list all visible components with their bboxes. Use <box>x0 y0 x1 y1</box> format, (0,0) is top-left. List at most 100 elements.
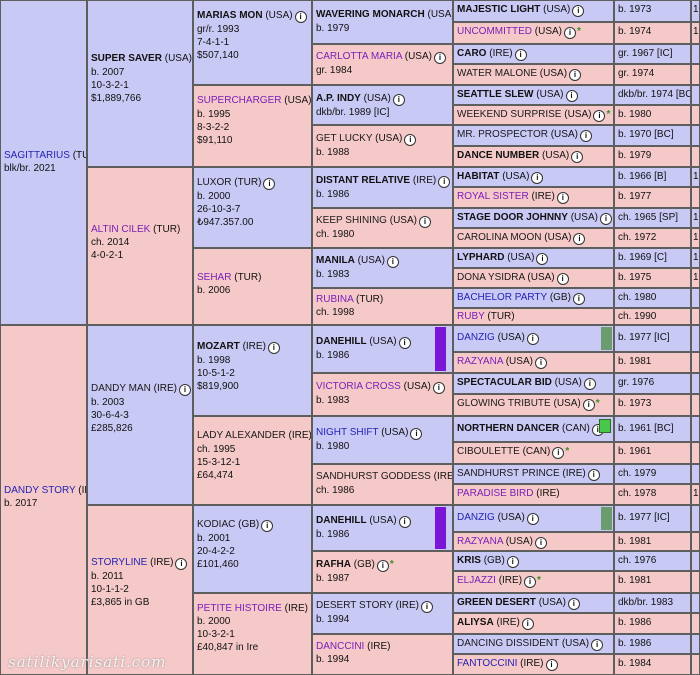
horse-name-link[interactable]: SUPER SAVER <box>91 53 162 64</box>
info-icon[interactable]: i <box>599 213 612 225</box>
horse-name-link[interactable]: SEATTLE SLEW <box>457 89 534 100</box>
horse-cell[interactable]: HABITAT (USA) i <box>453 167 614 187</box>
horse-cell[interactable]: MANILA (USA) i b. 1983 <box>312 248 453 288</box>
horse-cell[interactable]: GLOWING TRIBUTE (USA) i * <box>453 394 614 416</box>
info-icon[interactable]: i <box>534 357 547 369</box>
info-icon[interactable]: i <box>267 342 280 354</box>
horse-cell[interactable]: SANDHURST GODDESS (IRE)i ch. 1986 <box>312 464 453 505</box>
horse-name-link[interactable]: MAJESTIC LIGHT <box>457 4 541 15</box>
horse-cell[interactable]: DANCING DISSIDENT (USA) i <box>453 634 614 654</box>
horse-name-link[interactable]: KEEP SHINING <box>316 215 387 226</box>
info-icon[interactable]: i <box>294 11 307 23</box>
horse-name-link[interactable]: DANDY STORY <box>4 485 76 496</box>
horse-cell[interactable]: CIBOULETTE (CAN) i * <box>453 442 614 464</box>
info-icon[interactable]: i <box>565 90 578 102</box>
horse-cell[interactable]: UNCOMMITTED (USA) i * <box>453 22 614 44</box>
horse-name-link[interactable]: LYPHARD <box>457 252 505 263</box>
horse-cell[interactable]: STAGE DOOR JOHNNY (USA) i <box>453 208 614 228</box>
horse-cell[interactable]: GREEN DESERT (USA) i <box>453 593 614 613</box>
horse-cell[interactable]: DANCCINI (IRE) b. 1994 <box>312 634 453 675</box>
horse-cell[interactable]: DESERT STORY (IRE) i b. 1994 <box>312 593 453 634</box>
horse-name-link[interactable]: MARIAS MON <box>197 10 263 21</box>
horse-cell[interactable]: SANDHURST PRINCE (IRE) i <box>453 464 614 484</box>
horse-name-link[interactable]: ALIYSA <box>457 617 494 628</box>
horse-cell[interactable]: KEEP SHINING (USA) i ch. 1980 <box>312 208 453 248</box>
horse-cell[interactable]: RAFHA (GB) i * b. 1987 <box>312 551 453 593</box>
horse-cell[interactable]: NORTHERN DANCER (CAN) i <box>453 416 614 442</box>
horse-name-link[interactable]: STAGE DOOR JOHNNY <box>457 212 568 223</box>
horse-cell[interactable]: CARO (IRE) i <box>453 44 614 64</box>
horse-cell[interactable]: LUXOR (TUR) i b. 2000 26-10-3-7 ₺947.357.… <box>193 167 312 248</box>
horse-name-link[interactable]: MR. PROSPECTOR <box>457 129 548 140</box>
info-icon[interactable]: i <box>433 52 446 64</box>
info-icon[interactable]: i <box>571 151 584 163</box>
horse-cell[interactable]: MR. PROSPECTOR (USA) i <box>453 125 614 146</box>
horse-name-link[interactable]: DANEHILL <box>316 515 367 526</box>
horse-cell[interactable]: ALTIN CILEK (TUR) ch. 2014 4-0-2-1 <box>87 167 193 325</box>
horse-name-link[interactable]: DANCE NUMBER <box>457 150 540 161</box>
info-icon[interactable]: i <box>582 399 595 411</box>
info-icon[interactable]: i <box>392 94 405 106</box>
info-icon[interactable]: i <box>564 27 577 39</box>
info-icon[interactable]: i <box>573 233 586 245</box>
horse-cell[interactable]: WATER MALONE (USA) i <box>453 64 614 85</box>
horse-cell[interactable]: LADY ALEXANDER (IRE)i ch. 1995 15-3-12-1… <box>193 416 312 505</box>
horse-name-link[interactable]: GET LUCKY <box>316 133 373 144</box>
horse-cell[interactable]: ELJAZZI (IRE) i * <box>453 571 614 593</box>
horse-name-link[interactable]: SANDHURST GODDESS <box>316 471 431 482</box>
horse-cell[interactable]: PARADISE BIRD (IRE) <box>453 484 614 505</box>
horse-cell[interactable]: DISTANT RELATIVE (IRE) i b. 1986 <box>312 167 453 208</box>
info-icon[interactable]: i <box>556 192 569 204</box>
info-icon[interactable]: i <box>534 537 547 549</box>
horse-cell[interactable]: ALIYSA (IRE) i <box>453 613 614 634</box>
horse-name-link[interactable]: WATER MALONE <box>457 68 538 79</box>
horse-sire[interactable]: SAGITTARIUS (TUR) blk/br. 2021 <box>0 0 87 325</box>
horse-cell[interactable]: CAROLINA MOON (USA) i <box>453 228 614 248</box>
horse-cell[interactable]: DANEHILL (USA) i b. 1986 <box>312 325 453 373</box>
horse-cell[interactable]: BACHELOR PARTY (GB) i <box>453 288 614 308</box>
info-icon[interactable]: i <box>514 49 527 61</box>
horse-name-link[interactable]: GREEN DESERT <box>457 597 536 608</box>
horse-name-link[interactable]: RAZYANA <box>457 356 503 367</box>
info-icon[interactable]: i <box>432 382 445 394</box>
info-icon[interactable]: i <box>536 253 549 265</box>
horse-cell[interactable]: SEATTLE SLEW (USA) i <box>453 85 614 105</box>
horse-cell[interactable]: SEHAR (TUR) b. 2006 <box>193 248 312 325</box>
horse-cell[interactable]: DANZIG (USA) i <box>453 325 614 352</box>
horse-cell[interactable]: WEEKEND SURPRISE (USA) i * <box>453 105 614 125</box>
info-icon[interactable]: i <box>526 513 539 525</box>
horse-name-link[interactable]: ALTIN CILEK <box>91 224 151 235</box>
horse-name-link[interactable]: DANZIG <box>457 512 495 523</box>
horse-name-link[interactable]: ELJAZZI <box>457 575 496 586</box>
horse-cell[interactable]: A.P. INDY (USA) i dkb/br. 1989 [IC] <box>312 85 453 125</box>
horse-name-link[interactable]: LADY ALEXANDER <box>197 430 286 441</box>
horse-name-link[interactable]: DANEHILL <box>316 336 367 347</box>
info-icon[interactable]: i <box>545 659 558 671</box>
horse-name-link[interactable]: A.P. INDY <box>316 93 361 104</box>
horse-name-link[interactable]: MOZART <box>197 341 240 352</box>
horse-name-link[interactable]: GLOWING TRIBUTE <box>457 398 551 409</box>
horse-name-link[interactable]: DONA YSIDRA <box>457 272 525 283</box>
horse-name-link[interactable]: RAFHA <box>316 559 351 570</box>
info-icon[interactable]: i <box>438 176 451 188</box>
horse-cell[interactable]: RAZYANA (USA) i <box>453 532 614 551</box>
horse-cell[interactable]: STORYLINE (IRE) i b. 2011 10-1-1-2 £3,865… <box>87 505 193 675</box>
info-icon[interactable]: i <box>579 130 592 142</box>
horse-name-link[interactable]: CARO <box>457 48 487 59</box>
horse-cell[interactable]: DONA YSIDRA (USA) i <box>453 268 614 288</box>
horse-cell[interactable]: VICTORIA CROSS (USA) i b. 1983 <box>312 373 453 416</box>
horse-name-link[interactable]: DESERT STORY <box>316 600 393 611</box>
horse-cell[interactable]: DANDY MAN (IRE) i b. 2003 30-6-4-3 £285,8… <box>87 325 193 505</box>
horse-name-link[interactable]: DANCCINI <box>316 641 365 652</box>
info-icon[interactable]: i <box>587 469 600 481</box>
info-icon[interactable]: i <box>418 216 431 228</box>
horse-name-link[interactable]: RAZYANA <box>457 536 503 547</box>
info-icon[interactable]: i <box>386 256 399 268</box>
horse-name-link[interactable]: NORTHERN DANCER <box>457 423 560 434</box>
horse-cell[interactable]: KODIAC (GB) i b. 2001 20-4-2-2 £101,460 <box>193 505 312 593</box>
info-icon[interactable]: i <box>567 598 580 610</box>
horse-name-link[interactable]: PARADISE BIRD <box>457 488 534 499</box>
info-icon[interactable]: i <box>261 520 274 532</box>
horse-cell[interactable]: LYPHARD (USA) i <box>453 248 614 268</box>
horse-name-link[interactable]: STORYLINE <box>91 557 148 568</box>
